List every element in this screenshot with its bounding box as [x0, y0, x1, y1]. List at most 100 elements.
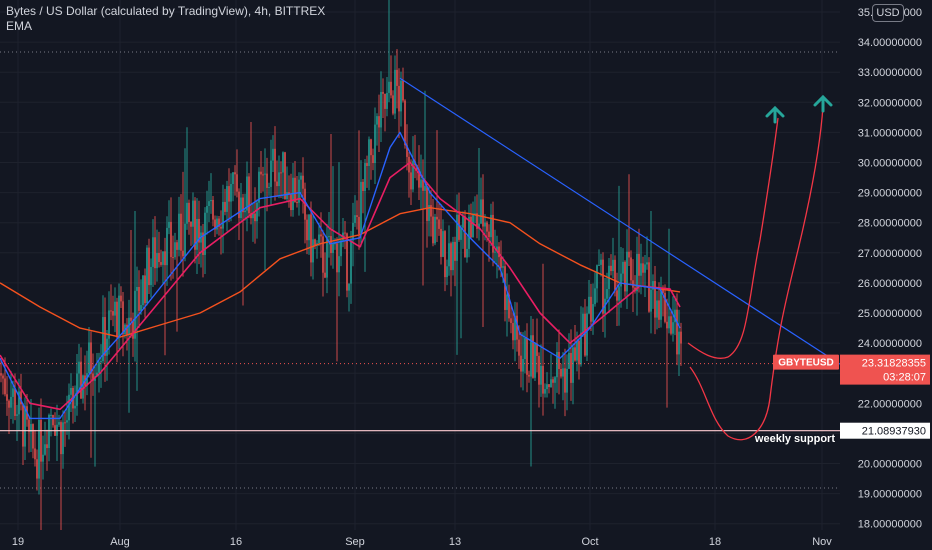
candle-body: [646, 262, 648, 265]
candle-body: [164, 251, 166, 266]
time-axis[interactable]: 19 Aug 16 Sep 13 Oct 18 Nov: [0, 530, 840, 550]
candle-body: [526, 338, 528, 375]
candle-body: [378, 116, 380, 128]
candle-body: [122, 301, 124, 335]
currency-button[interactable]: USD: [872, 4, 904, 22]
candle-body: [676, 309, 678, 355]
candle-body: [572, 347, 574, 383]
candle-body: [388, 81, 390, 93]
candle-body: [190, 221, 192, 227]
candle-body: [272, 148, 274, 161]
candle-body: [288, 192, 290, 195]
candle-body: [6, 394, 8, 401]
candle-body: [656, 300, 658, 318]
price-label: 18.00000000: [858, 519, 922, 531]
candle-body: [500, 257, 502, 268]
candle-body: [166, 227, 168, 266]
candle-body: [314, 239, 316, 246]
candle-body: [476, 213, 478, 229]
candle-body: [364, 163, 366, 192]
candle-body: [420, 179, 422, 188]
candle-body: [456, 214, 458, 261]
candlestick-series[interactable]: [0, 0, 682, 545]
candle-body: [32, 424, 34, 449]
candle-body: [598, 264, 600, 266]
candle-body: [438, 219, 440, 229]
candle-body: [368, 139, 370, 166]
candle-body: [662, 287, 664, 293]
candle-body: [226, 186, 228, 212]
candle-body: [578, 340, 580, 365]
candle-body: [618, 286, 620, 301]
candle-body: [42, 454, 44, 462]
candle-body: [384, 93, 386, 109]
candle-body: [48, 414, 50, 449]
candle-body: [332, 243, 334, 254]
candle-body: [352, 222, 354, 241]
candle-body: [624, 261, 626, 292]
candle-body: [162, 251, 164, 265]
candle-body: [140, 305, 142, 311]
time-label: 16: [230, 536, 242, 548]
candle-body: [560, 369, 562, 377]
candle-body: [230, 184, 232, 202]
candle-body: [374, 124, 376, 164]
candle-body: [4, 378, 6, 395]
candle-body: [514, 315, 516, 341]
candle-body: [210, 199, 212, 202]
ema-fast-line: [0, 131, 681, 420]
candle-body: [242, 197, 244, 213]
candle-body: [518, 339, 520, 356]
candle-body: [356, 215, 358, 217]
candle-body: [250, 213, 252, 219]
indicator-label[interactable]: EMA: [6, 19, 33, 33]
candle-body: [632, 280, 634, 288]
candle-body: [112, 311, 114, 316]
candle-body: [556, 351, 558, 378]
candle-body: [444, 231, 446, 278]
candle-body: [62, 422, 64, 455]
candle-body: [576, 340, 578, 361]
candle-body: [212, 199, 214, 220]
candle-body: [82, 375, 84, 399]
candle-body: [600, 259, 602, 265]
candle-body: [326, 236, 328, 278]
candle-body: [238, 191, 240, 219]
candle-body: [256, 202, 258, 222]
price-label: 29.00000000: [858, 188, 922, 200]
candle-body: [570, 352, 572, 383]
candle-body: [610, 265, 612, 272]
candle-body: [642, 263, 644, 273]
candle-body: [596, 265, 598, 289]
symbol-title[interactable]: Bytes / US Dollar (calculated by Trading…: [6, 4, 326, 18]
candle-body: [186, 202, 188, 224]
candle-body: [390, 81, 392, 96]
candle-body: [354, 215, 356, 223]
price-label: 22.00000000: [858, 398, 922, 410]
time-label: 13: [449, 536, 461, 548]
candle-body: [46, 444, 48, 449]
candle-body: [654, 281, 656, 318]
price-axis[interactable]: 35.0000000034.0000000033.0000000032.0000…: [773, 0, 932, 550]
candle-body: [308, 214, 310, 241]
candle-body: [480, 199, 482, 224]
candle-body: [564, 368, 566, 393]
candle-body: [270, 160, 272, 187]
candle-body: [40, 419, 42, 462]
candle-body: [404, 100, 406, 146]
candle-body: [372, 155, 374, 164]
candle-body: [628, 251, 630, 258]
candle-body: [430, 205, 432, 217]
candle-body: [108, 310, 110, 339]
price-axis-bg: [840, 0, 932, 550]
candle-body: [546, 384, 548, 390]
candle-body: [30, 424, 32, 432]
candle-body: [134, 290, 136, 339]
candle-body: [664, 292, 666, 322]
candle-body: [328, 236, 330, 238]
price-label: 32.00000000: [858, 97, 922, 109]
candle-body: [236, 174, 238, 192]
candle-body: [548, 384, 550, 388]
candle-body: [12, 388, 14, 397]
